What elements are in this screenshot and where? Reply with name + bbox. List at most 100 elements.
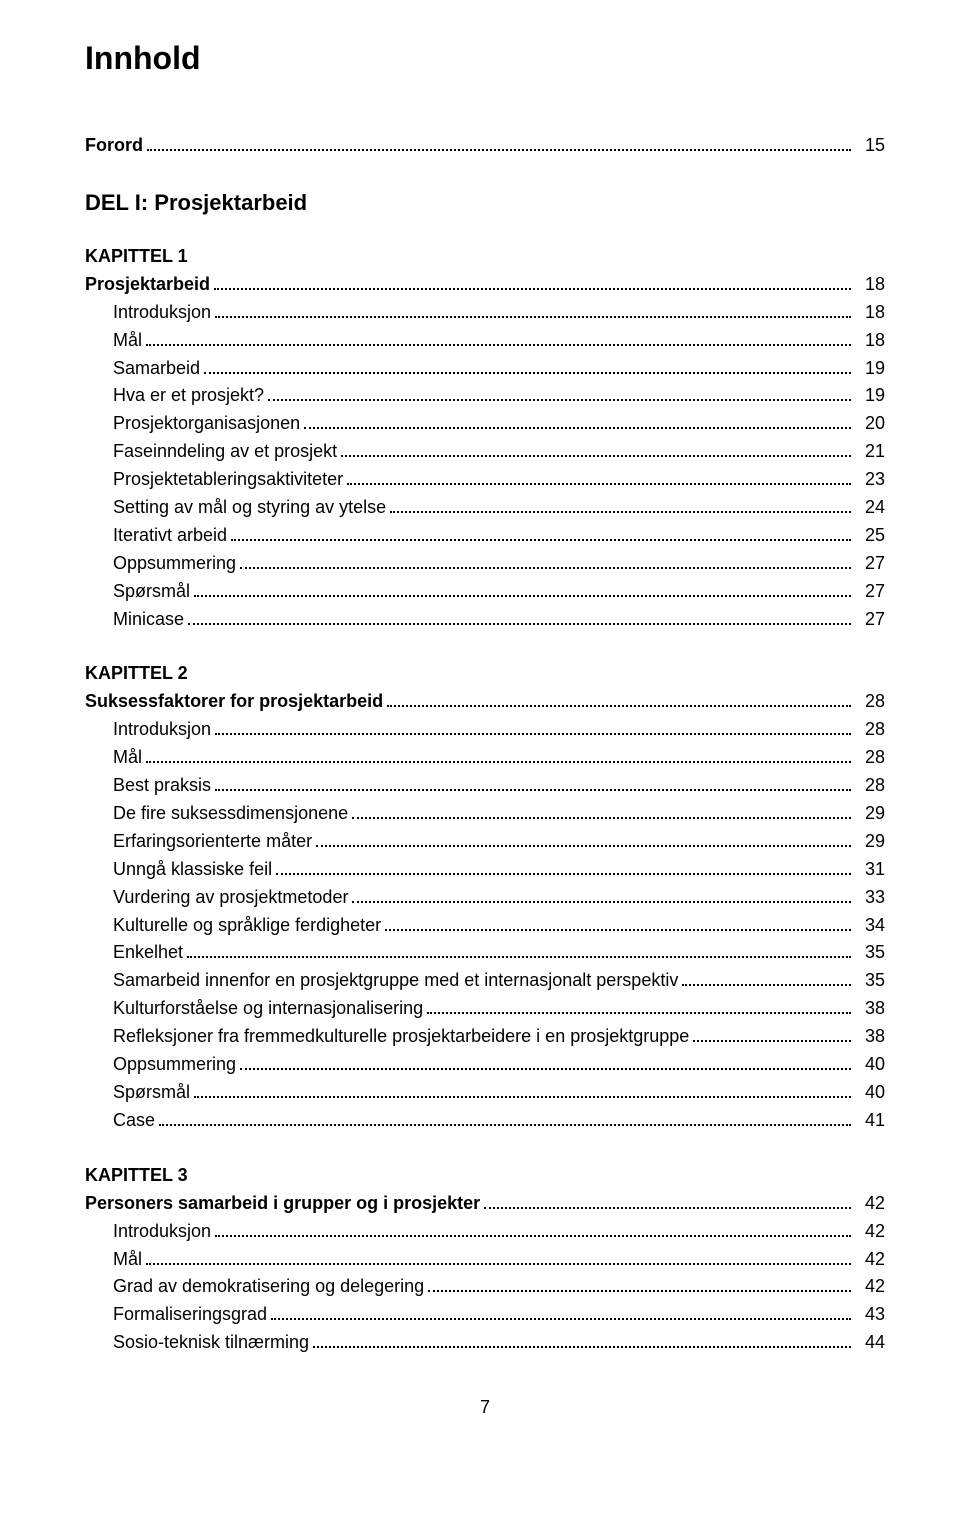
dot-leader	[427, 1012, 851, 1014]
entry-label: Prosjektetableringsaktiviteter	[113, 466, 343, 494]
toc-entry: Samarbeid innenfor en prosjektgruppe med…	[85, 967, 885, 995]
entry-label: Erfaringsorienterte måter	[113, 828, 312, 856]
toc-entry: Faseinndeling av et prosjekt 21	[85, 438, 885, 466]
chapter-1-block: KAPITTEL 1 Prosjektarbeid 18 Introduksjo…	[85, 246, 885, 634]
entry-label: Oppsummering	[113, 550, 236, 578]
toc-entry: De fire suksessdimensjonene29	[85, 800, 885, 828]
page-title: Innhold	[85, 40, 885, 77]
entry-label: Minicase	[113, 606, 184, 634]
entry-label: Setting av mål og styring av ytelse	[113, 494, 386, 522]
entry-page: 42	[855, 1190, 885, 1218]
entry-page: 33	[855, 884, 885, 912]
toc-entry: Vurdering av prosjektmetoder33	[85, 884, 885, 912]
entry-label: Case	[113, 1107, 155, 1135]
dot-leader	[231, 539, 851, 541]
entry-label: Introduksjon	[113, 716, 211, 744]
entry-page: 21	[855, 438, 885, 466]
entry-page: 28	[855, 716, 885, 744]
dot-leader	[204, 372, 851, 374]
dot-leader	[347, 483, 851, 485]
entry-page: 28	[855, 744, 885, 772]
entry-page: 20	[855, 410, 885, 438]
dot-leader	[352, 817, 851, 819]
entry-page: 28	[855, 772, 885, 800]
entry-page: 34	[855, 912, 885, 940]
forord-entry: Forord 15	[85, 132, 885, 160]
entry-label: Unngå klassiske feil	[113, 856, 272, 884]
chapter-heading: KAPITTEL 1	[85, 246, 885, 267]
chapter-title: Prosjektarbeid	[85, 271, 210, 299]
dot-leader	[194, 595, 851, 597]
entry-page: 18	[855, 271, 885, 299]
toc-entry: Oppsummering 27	[85, 550, 885, 578]
dot-leader	[240, 567, 851, 569]
entry-label: Kulturforståelse og internasjonalisering	[113, 995, 423, 1023]
entry-label: Formaliseringsgrad	[113, 1301, 267, 1329]
toc-entry: Introduksjon42	[85, 1218, 885, 1246]
entry-page: 19	[855, 355, 885, 383]
entry-page: 27	[855, 578, 885, 606]
chapter-heading: KAPITTEL 2	[85, 663, 885, 684]
chapter-title: Suksessfaktorer for prosjektarbeid	[85, 688, 383, 716]
entry-page: 29	[855, 828, 885, 856]
toc-entry: Oppsummering40	[85, 1051, 885, 1079]
entry-page: 29	[855, 800, 885, 828]
entry-page: 27	[855, 550, 885, 578]
entry-page: 19	[855, 382, 885, 410]
part-heading: DEL I: Prosjektarbeid	[85, 190, 885, 216]
entry-page: 42	[855, 1218, 885, 1246]
toc-entry: Refleksjoner fra fremmedkulturelle prosj…	[85, 1023, 885, 1051]
dot-leader	[304, 427, 851, 429]
toc-entry: Formaliseringsgrad43	[85, 1301, 885, 1329]
entry-label: Mål	[113, 327, 142, 355]
dot-leader	[214, 288, 851, 290]
chapter-title-row: Personers samarbeid i grupper og i prosj…	[85, 1190, 885, 1218]
toc-entry: Kulturforståelse og internasjonalisering…	[85, 995, 885, 1023]
dot-leader	[146, 1263, 851, 1265]
dot-leader	[215, 1235, 851, 1237]
entry-label: Best praksis	[113, 772, 211, 800]
entry-label: Samarbeid	[113, 355, 200, 383]
toc-entry: Grad av demokratisering og delegering42	[85, 1273, 885, 1301]
toc-entry: Setting av mål og styring av ytelse 24	[85, 494, 885, 522]
toc-entry: Case 41	[85, 1107, 885, 1135]
dot-leader	[316, 845, 851, 847]
entry-page: 24	[855, 494, 885, 522]
dot-leader	[215, 733, 851, 735]
entry-label: Kulturelle og språklige ferdigheter	[113, 912, 381, 940]
chapter-title-row: Suksessfaktorer for prosjektarbeid 28	[85, 688, 885, 716]
toc-entry: Samarbeid 19	[85, 355, 885, 383]
entry-page: 27	[855, 606, 885, 634]
entry-page: 28	[855, 688, 885, 716]
entry-label: Faseinndeling av et prosjekt	[113, 438, 337, 466]
chapter-3-block: KAPITTEL 3 Personers samarbeid i grupper…	[85, 1165, 885, 1357]
dot-leader	[313, 1346, 851, 1348]
entry-page: 40	[855, 1079, 885, 1107]
entry-label: Grad av demokratisering og delegering	[113, 1273, 424, 1301]
toc-entry: Prosjektetableringsaktiviteter23	[85, 466, 885, 494]
dot-leader	[146, 761, 851, 763]
toc-entry: Minicase 27	[85, 606, 885, 634]
dot-leader	[428, 1290, 851, 1292]
toc-entry: Forord 15	[85, 132, 885, 160]
dot-leader	[146, 344, 851, 346]
dot-leader	[352, 901, 851, 903]
toc-entry: Unngå klassiske feil31	[85, 856, 885, 884]
entry-page: 38	[855, 1023, 885, 1051]
entry-label: Mål	[113, 744, 142, 772]
entry-page: 41	[855, 1107, 885, 1135]
dot-leader	[271, 1318, 851, 1320]
entry-label: Introduksjon	[113, 299, 211, 327]
toc-entry: Hva er et prosjekt?19	[85, 382, 885, 410]
toc-entry: Prosjektorganisasjonen 20	[85, 410, 885, 438]
entry-label: Forord	[85, 132, 143, 160]
entry-label: Prosjektorganisasjonen	[113, 410, 300, 438]
dot-leader	[147, 149, 851, 151]
dot-leader	[194, 1096, 851, 1098]
dot-leader	[341, 455, 851, 457]
toc-entry: Mål42	[85, 1246, 885, 1274]
entry-page: 35	[855, 939, 885, 967]
page-footer: 7	[85, 1397, 885, 1418]
dot-leader	[682, 984, 851, 986]
chapter-title: Personers samarbeid i grupper og i prosj…	[85, 1190, 480, 1218]
